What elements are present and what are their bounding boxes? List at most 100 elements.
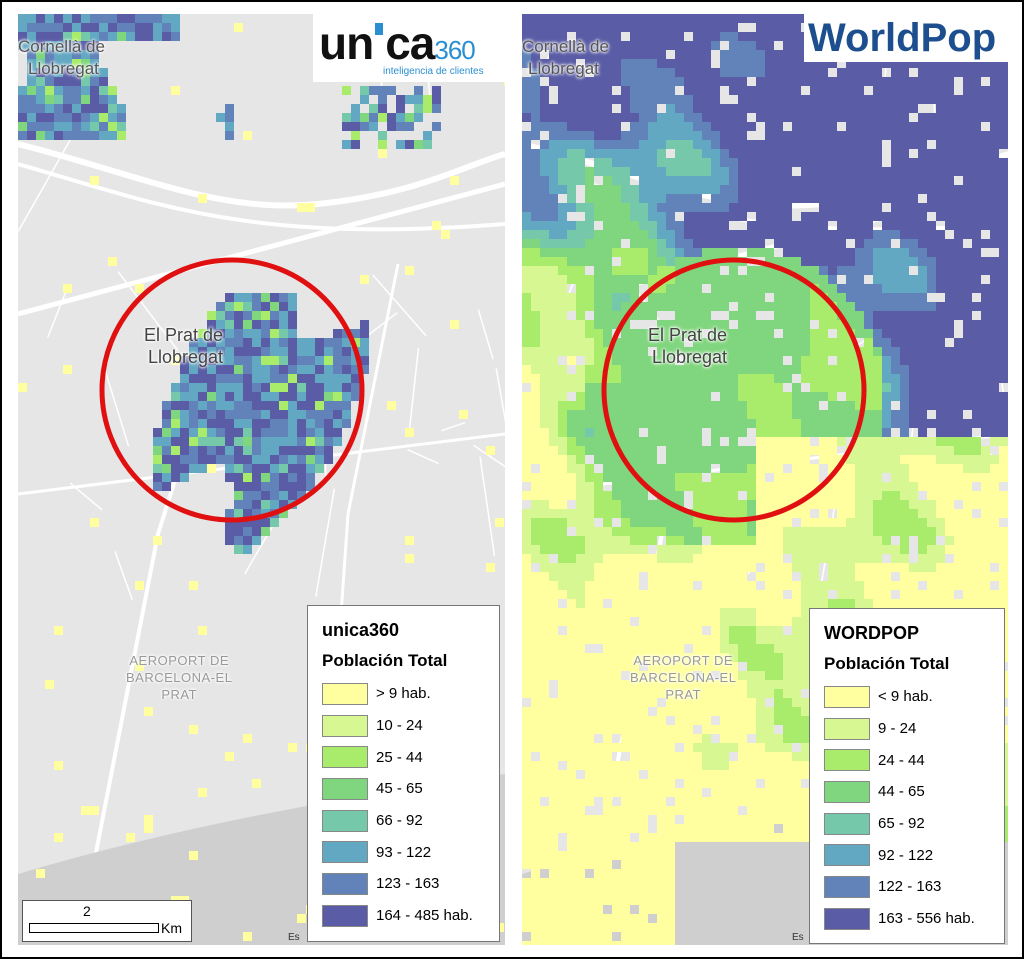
population-cell [873,338,882,347]
population-cell [216,374,225,383]
population-cell [531,698,540,707]
population-cell [225,383,234,392]
population-cell [621,707,630,716]
population-cell [639,419,648,428]
population-cell [693,653,702,662]
population-cell [666,347,675,356]
population-cell [774,14,783,23]
population-cell [864,455,873,464]
population-cell [540,167,549,176]
population-cell [594,473,603,482]
population-cell [927,284,936,293]
population-cell [693,77,702,86]
population-cell [576,887,585,896]
population-cell [846,563,855,572]
population-cell [549,221,558,230]
population-cell [531,131,540,140]
population-cell [720,626,729,635]
population-cell [549,914,558,923]
population-cell [720,329,729,338]
population-cell [900,302,909,311]
population-cell [774,608,783,617]
population-cell [873,356,882,365]
population-cell [738,482,747,491]
population-cell [720,806,729,815]
population-cell [720,563,729,572]
population-cell [882,545,891,554]
population-cell [756,401,765,410]
population-cell [567,149,576,158]
population-cell [171,419,180,428]
population-cell [855,104,864,113]
population-cell [738,176,747,185]
population-cell [819,554,828,563]
place-line: Cornellà de [18,37,105,56]
population-cell [711,770,720,779]
population-cell [558,635,567,644]
population-cell [711,77,720,86]
population-cell [567,320,576,329]
population-cell [630,518,639,527]
population-cell [594,383,603,392]
legend-item: 93 - 122 [322,836,485,868]
population-cell [630,365,639,374]
population-cell [603,149,612,158]
population-cell [693,626,702,635]
population-cell [711,707,720,716]
population-cell [810,77,819,86]
population-cell [180,383,189,392]
population-cell [720,734,729,743]
population-cell [594,41,603,50]
population-cell [603,626,612,635]
legend-label: 123 - 163 [376,875,440,893]
population-cell [702,572,711,581]
population-cell [558,680,567,689]
population-cell [594,905,603,914]
population-cell [702,716,711,725]
population-cell [612,401,621,410]
population-cell [171,392,180,401]
population-cell [783,41,792,50]
population-cell [720,779,729,788]
population-cell [594,590,603,599]
population-cell [189,725,198,734]
population-cell [756,833,765,842]
population-cell [693,68,702,77]
population-cell [792,770,801,779]
population-cell [558,338,567,347]
population-cell [585,734,594,743]
population-cell [747,563,756,572]
population-cell [864,374,873,383]
population-cell [873,140,882,149]
population-cell [765,176,774,185]
population-cell [783,23,792,32]
population-cell [828,554,837,563]
population-cell [612,32,621,41]
population-cell [252,518,261,527]
population-cell [855,293,864,302]
population-cell [756,275,765,284]
population-cell [594,401,603,410]
population-cell [873,545,882,554]
population-cell [621,860,630,869]
population-cell [585,860,594,869]
population-cell [585,536,594,545]
road [407,348,420,437]
population-cell [873,437,882,446]
population-cell [621,932,630,941]
population-cell [882,491,891,500]
population-cell [603,185,612,194]
population-cell [675,824,684,833]
population-cell [531,527,540,536]
population-cell [846,545,855,554]
population-cell [549,932,558,941]
population-cell [900,95,909,104]
population-cell [531,725,540,734]
population-cell [585,563,594,572]
population-cell [522,302,531,311]
population-cell [603,302,612,311]
population-cell [801,446,810,455]
population-cell [639,248,648,257]
population-cell [828,293,837,302]
population-cell [882,293,891,302]
